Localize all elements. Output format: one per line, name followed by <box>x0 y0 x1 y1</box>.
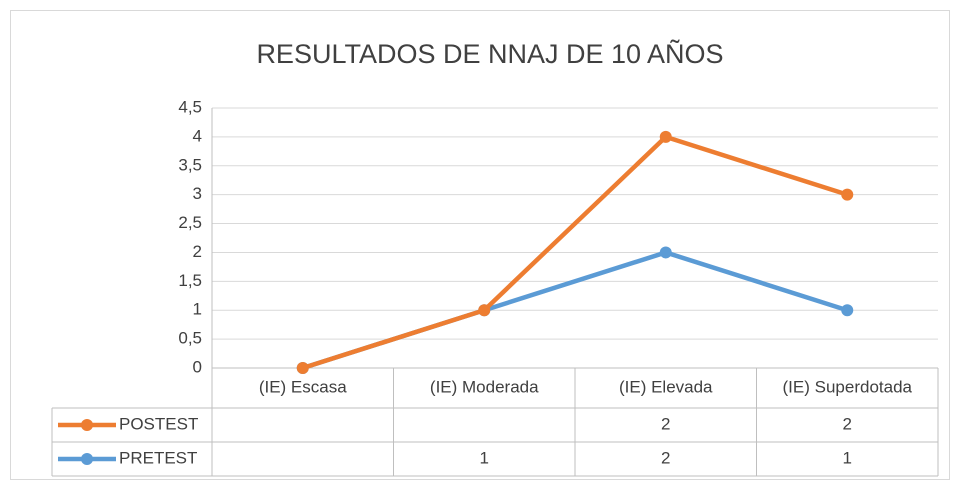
data-point <box>478 304 491 317</box>
data-point <box>659 130 672 143</box>
table-cell: 2 <box>661 414 670 433</box>
y-tick-label: 4,5 <box>178 97 202 116</box>
y-tick-label: 3 <box>193 184 202 203</box>
data-point <box>659 246 672 259</box>
y-tick-label: 1,5 <box>178 271 202 290</box>
y-tick-label: 0,5 <box>178 329 202 348</box>
y-tick-label: 2,5 <box>178 213 202 232</box>
legend-key-marker <box>81 419 93 431</box>
legend-key-marker <box>81 453 93 465</box>
x-tick-label: (IE) Elevada <box>619 377 713 396</box>
data-point <box>841 188 854 201</box>
y-tick-label: 2 <box>193 242 202 261</box>
legend-label: POSTEST <box>119 414 198 433</box>
y-tick-label: 0 <box>193 357 202 376</box>
table-cell: 2 <box>661 448 670 467</box>
chart-title: RESULTADOS DE NNAJ DE 10 AÑOS <box>256 38 723 69</box>
chart-frame <box>10 10 950 480</box>
y-tick-label: 3,5 <box>178 155 202 174</box>
series-line <box>302 134 848 371</box>
data-point <box>841 304 854 317</box>
x-tick-label: (IE) Moderada <box>430 377 539 396</box>
y-tick-label: 4 <box>193 126 202 145</box>
table-cell: 1 <box>843 448 852 467</box>
x-tick-label: (IE) Superdotada <box>783 377 913 396</box>
legend-label: PRETEST <box>119 448 197 467</box>
table-cell: 2 <box>843 414 852 433</box>
table-cell: 1 <box>480 448 489 467</box>
y-tick-label: 1 <box>193 300 202 319</box>
x-tick-label: (IE) Escasa <box>259 377 347 396</box>
data-point <box>296 362 309 374</box>
